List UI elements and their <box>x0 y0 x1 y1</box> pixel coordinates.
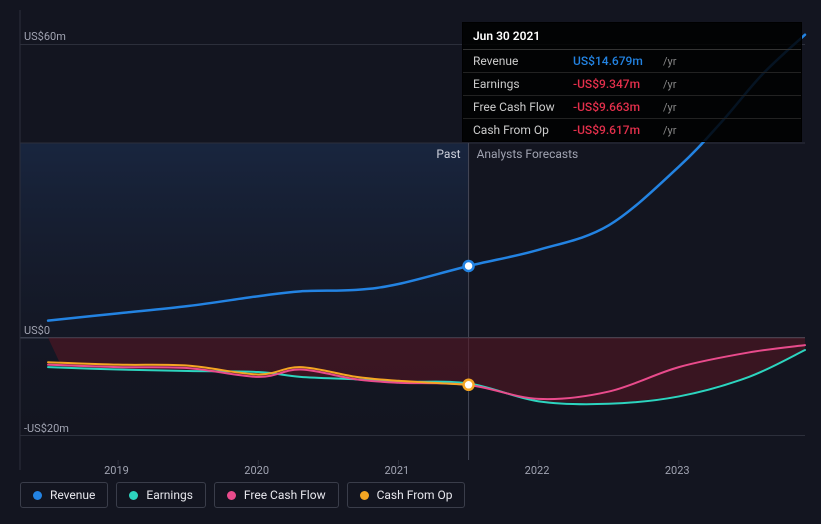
legend-item-label: Free Cash Flow <box>244 488 326 502</box>
chart-legend: Revenue Earnings Free Cash Flow Cash From O… <box>20 482 465 508</box>
marker-cfo <box>464 380 474 390</box>
x-axis-label: 2019 <box>104 464 129 477</box>
tooltip-row-label: Cash From Op <box>473 123 573 137</box>
y-axis-label: US$0 <box>24 324 50 337</box>
legend-item-fcf[interactable]: Free Cash Flow <box>214 482 339 508</box>
earnings-forecast-chart: Jun 30 2021 RevenueUS$14.679m/yrEarnings… <box>0 0 821 524</box>
y-axis-label: -US$20m <box>24 422 69 435</box>
legend-dot-icon <box>33 491 42 500</box>
forecast-region-label: Analysts Forecasts <box>477 147 579 161</box>
x-axis-label: 2021 <box>384 464 409 477</box>
tooltip-row-value: -US$9.663m <box>573 100 663 114</box>
marker-revenue <box>464 261 474 271</box>
legend-dot-icon <box>129 491 138 500</box>
legend-dot-icon <box>227 491 236 500</box>
tooltip-row-label: Revenue <box>473 54 573 68</box>
legend-item-label: Revenue <box>50 488 95 502</box>
tooltip-row-label: Earnings <box>473 77 573 91</box>
tooltip-row-suffix: /yr <box>663 124 676 137</box>
tooltip-row-suffix: /yr <box>663 78 676 91</box>
tooltip-row-label: Free Cash Flow <box>473 100 573 114</box>
legend-item-revenue[interactable]: Revenue <box>20 482 108 508</box>
legend-item-cfo[interactable]: Cash From Op <box>347 482 466 508</box>
tooltip-row-suffix: /yr <box>663 55 676 68</box>
legend-dot-icon <box>360 491 369 500</box>
tooltip-row: Free Cash Flow-US$9.663m/yr <box>463 96 801 119</box>
legend-item-label: Earnings <box>146 488 193 502</box>
x-axis-label: 2023 <box>665 464 690 477</box>
chart-tooltip: Jun 30 2021 RevenueUS$14.679m/yrEarnings… <box>462 22 802 142</box>
x-axis-label: 2020 <box>244 464 269 477</box>
x-axis-label: 2022 <box>525 464 550 477</box>
tooltip-row-value: -US$9.617m <box>573 123 663 137</box>
legend-item-label: Cash From Op <box>377 488 453 502</box>
tooltip-row: RevenueUS$14.679m/yr <box>463 50 801 73</box>
tooltip-row-value: -US$9.347m <box>573 77 663 91</box>
y-axis-label: US$60m <box>24 30 66 43</box>
tooltip-row-suffix: /yr <box>663 101 676 114</box>
tooltip-row: Earnings-US$9.347m/yr <box>463 73 801 96</box>
tooltip-row: Cash From Op-US$9.617m/yr <box>463 119 801 141</box>
tooltip-row-value: US$14.679m <box>573 54 663 68</box>
tooltip-date: Jun 30 2021 <box>463 23 801 50</box>
past-region-label: Past <box>436 147 460 161</box>
legend-item-earnings[interactable]: Earnings <box>116 482 206 508</box>
